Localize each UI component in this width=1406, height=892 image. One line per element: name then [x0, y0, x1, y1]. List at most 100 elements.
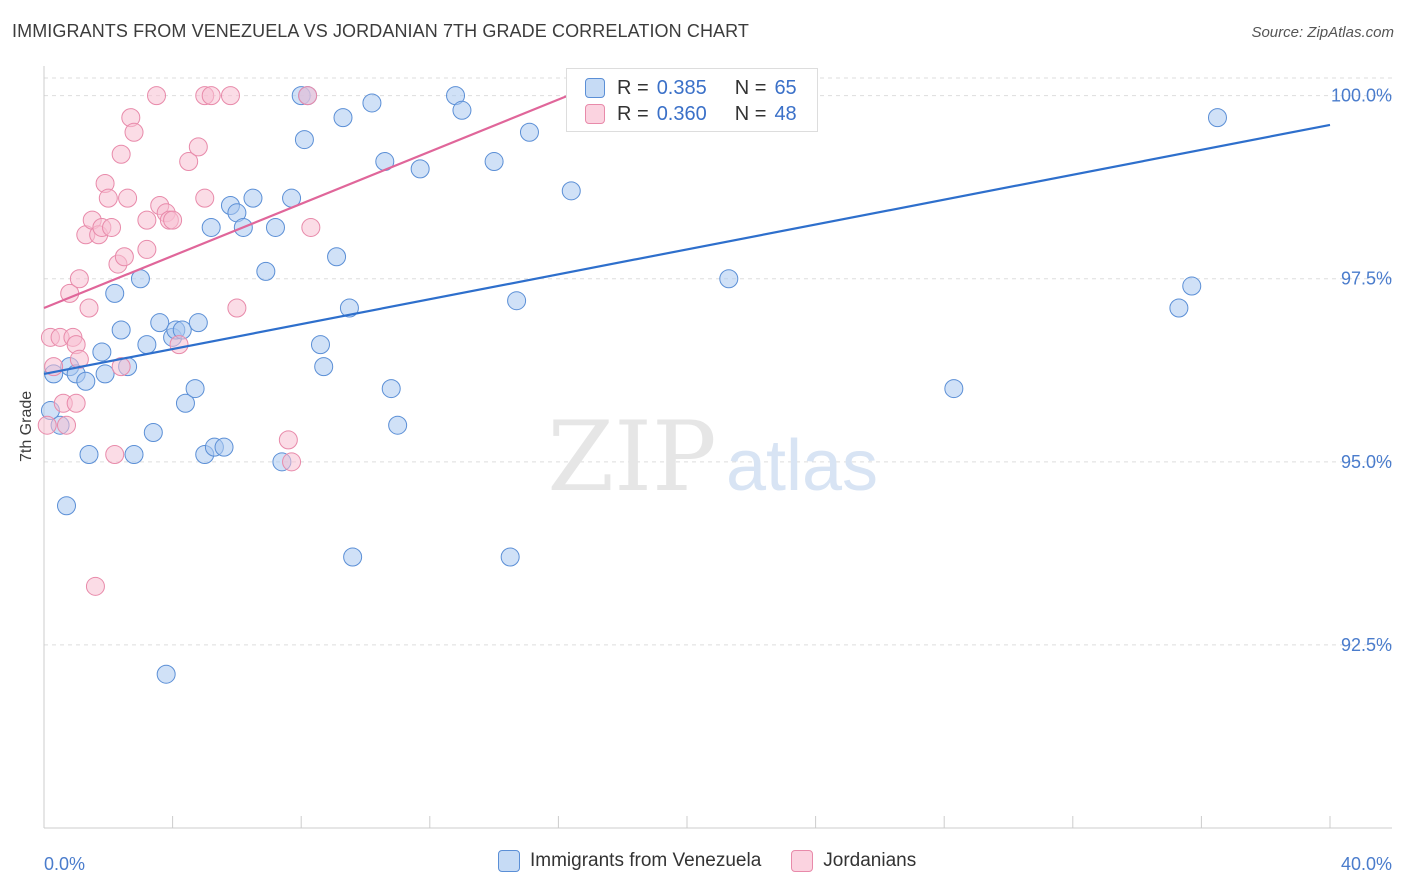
- legend-n-value-venezuela: 65: [774, 76, 797, 99]
- chart-title: IMMIGRANTS FROM VENEZUELA VS JORDANIAN 7…: [12, 21, 750, 41]
- jordanian-point: [102, 217, 122, 237]
- venezuela-point: [185, 379, 205, 399]
- venezuela-point: [175, 393, 195, 413]
- stats-legend: R = 0.385 N = 65 R = 0.360 N = 48: [566, 68, 818, 132]
- jordanian-point: [179, 152, 199, 172]
- jordanian-point: [69, 269, 89, 289]
- venezuela-point: [362, 93, 382, 113]
- watermark: ZIP atlas: [547, 401, 878, 513]
- venezuela-point: [388, 415, 408, 435]
- venezuela-point: [484, 152, 504, 172]
- venezuela-point: [214, 437, 234, 457]
- legend-swatch-venezuela: [498, 850, 520, 872]
- venezuela-point: [243, 188, 263, 208]
- legend-swatch-venezuela: [585, 78, 605, 98]
- jordanian-point: [282, 452, 302, 472]
- jordanian-point: [105, 444, 125, 464]
- venezuela-point: [188, 313, 208, 333]
- venezuela-point: [310, 335, 330, 355]
- legend-r-value-venezuela: 0.385: [656, 76, 707, 99]
- jordanian-point: [137, 210, 157, 230]
- y-tick-label: 100.0%: [1331, 86, 1392, 106]
- jordanian-point: [124, 122, 144, 142]
- legend-row-venezuela: R = 0.385 N = 65: [585, 75, 797, 101]
- x-tick-label: 40.0%: [1341, 854, 1392, 874]
- jordanian-point: [79, 298, 99, 318]
- legend-r-label: R =: [617, 102, 649, 125]
- jordanian-point: [85, 576, 105, 596]
- venezuela-point: [314, 357, 334, 377]
- legend-n-value-jordanians: 48: [774, 102, 797, 125]
- venezuela-point: [92, 342, 112, 362]
- legend-swatch-jordanians: [791, 850, 814, 872]
- jordanian-point: [301, 217, 321, 237]
- jordanian-point: [195, 188, 215, 208]
- venezuela-point: [95, 364, 115, 384]
- venezuela-point: [561, 181, 581, 201]
- jordanian-point: [298, 86, 318, 106]
- venezuela-point: [143, 423, 163, 443]
- venezuela-point: [57, 496, 77, 516]
- y-tick-label: 97.5%: [1341, 269, 1392, 289]
- jordanian-point: [66, 393, 86, 413]
- legend-label-venezuela: Immigrants from Venezuela: [530, 850, 762, 871]
- jordanian-point: [114, 247, 134, 267]
- y-tick-label: 95.0%: [1341, 452, 1392, 472]
- venezuela-point: [507, 291, 527, 311]
- venezuela-point: [452, 100, 472, 120]
- venezuela-point: [256, 261, 276, 281]
- venezuela-point: [294, 130, 314, 150]
- venezuela-point: [1169, 298, 1189, 318]
- chart-source: Source: ZipAtlas.com: [1251, 24, 1394, 41]
- venezuela-point: [111, 320, 131, 340]
- jordanian-point: [98, 188, 118, 208]
- venezuela-point: [333, 108, 353, 128]
- venezuela-point: [265, 217, 285, 237]
- jordanian-point: [69, 349, 89, 369]
- venezuela-point: [381, 379, 401, 399]
- legend-n-label: N =: [734, 76, 767, 99]
- legend-item-jordanians[interactable]: Jordanians: [791, 850, 916, 872]
- venezuela-point: [156, 664, 176, 684]
- y-tick-label: 92.5%: [1341, 635, 1392, 655]
- grid-lines: [44, 77, 1392, 646]
- venezuela-point: [339, 298, 359, 318]
- legend-label-jordanians: Jordanians: [823, 850, 917, 871]
- jordanian-trend-line: [43, 94, 569, 310]
- venezuela-point: [1182, 276, 1202, 296]
- venezuela-point: [137, 335, 157, 355]
- trend-lines: [43, 94, 1331, 376]
- jordanian-point: [147, 86, 167, 106]
- jordanian-point: [227, 298, 247, 318]
- venezuela-point: [201, 217, 221, 237]
- venezuela-point: [719, 269, 739, 289]
- jordanian-point: [137, 239, 157, 259]
- venezuela-point: [519, 122, 539, 142]
- venezuela-point: [327, 247, 347, 267]
- series-legend: Immigrants from Venezuela Jordanians: [498, 850, 946, 872]
- legend-r-value-jordanians: 0.360: [656, 102, 707, 125]
- venezuela-point: [944, 379, 964, 399]
- venezuela-point: [76, 371, 96, 391]
- jordanian-point: [118, 188, 138, 208]
- jordanian-point: [37, 415, 57, 435]
- jordanian-point: [111, 144, 131, 164]
- venezuela-point: [500, 547, 520, 567]
- legend-r-label: R =: [617, 76, 649, 99]
- venezuela-point: [79, 444, 99, 464]
- jordanian-point: [201, 86, 221, 106]
- venezuela-point: [150, 313, 170, 333]
- jordanian-point: [163, 210, 183, 230]
- legend-n-label: N =: [734, 102, 767, 125]
- venezuela-point: [343, 547, 363, 567]
- jordanian-point: [220, 86, 240, 106]
- watermark-zip: ZIP: [547, 401, 716, 513]
- x-tick-label: 0.0%: [44, 854, 85, 874]
- jordanian-point: [188, 137, 208, 157]
- jordanian-point: [278, 430, 298, 450]
- jordanian-point: [57, 415, 77, 435]
- legend-item-venezuela[interactable]: Immigrants from Venezuela: [498, 850, 761, 872]
- data-points: [37, 86, 1227, 684]
- venezuela-point: [410, 159, 430, 179]
